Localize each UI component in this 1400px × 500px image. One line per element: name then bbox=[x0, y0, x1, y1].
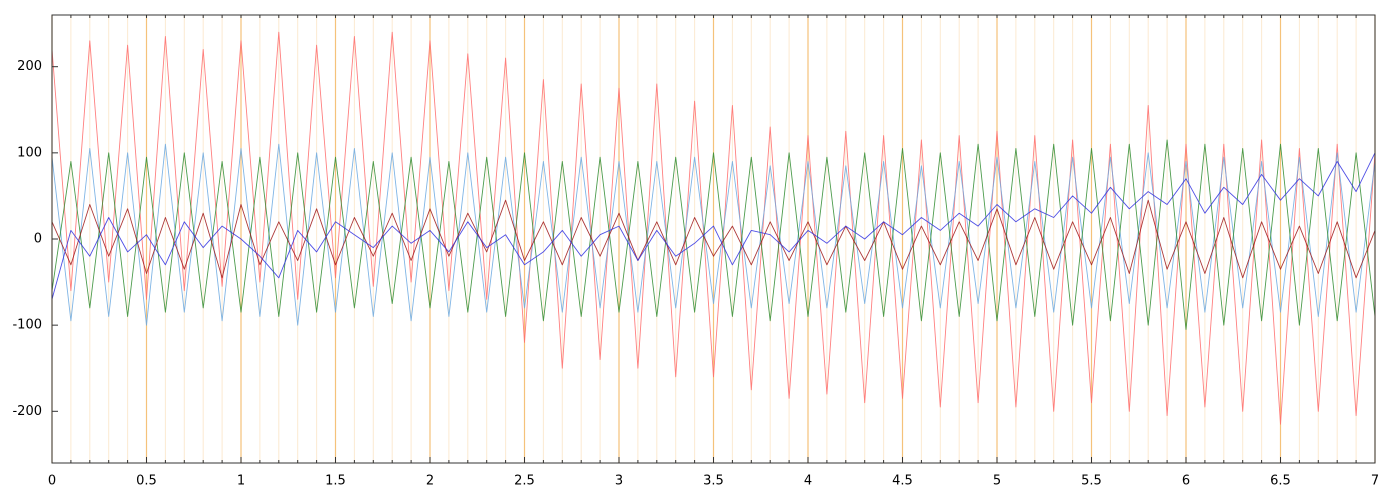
x-tick-label: 2 bbox=[426, 474, 434, 489]
x-tick-label: 2.5 bbox=[514, 474, 535, 489]
series-line bbox=[51, 143, 1376, 326]
x-tick-label: 4 bbox=[804, 474, 812, 489]
plot-lines bbox=[51, 31, 1376, 425]
x-tick-label: 0 bbox=[48, 474, 56, 489]
y-tick-label: -200 bbox=[12, 404, 42, 419]
x-tick-label: 0.5 bbox=[136, 474, 157, 489]
x-tick-label: 1 bbox=[237, 474, 245, 489]
x-tick-label: 3 bbox=[615, 474, 623, 489]
x-tick-label: 5 bbox=[993, 474, 1001, 489]
y-tick-label: -100 bbox=[12, 318, 42, 333]
x-tick-label: 7 bbox=[1371, 474, 1379, 489]
y-tick-label: 200 bbox=[17, 59, 42, 74]
x-tick-label: 4.5 bbox=[892, 474, 913, 489]
x-tick-label: 6.5 bbox=[1270, 474, 1291, 489]
plot-frame bbox=[51, 14, 1376, 464]
x-tick-label: 5.5 bbox=[1081, 474, 1102, 489]
series-line bbox=[51, 199, 1376, 279]
x-tick-label: 6 bbox=[1182, 474, 1190, 489]
y-tick-label: 0 bbox=[34, 232, 42, 247]
x-tick-label: 3.5 bbox=[703, 474, 724, 489]
series-line bbox=[51, 139, 1376, 330]
x-tick-label: 1.5 bbox=[325, 474, 346, 489]
series-line bbox=[51, 152, 1376, 300]
y-tick-label: 100 bbox=[17, 145, 42, 160]
series-line bbox=[51, 31, 1376, 425]
axes: 0 0.5 1 1.5 2 2.5 3 3.5 4 4.5 5 5.5 6 6.5 7 -200 -100 0 10… bbox=[12, 14, 1379, 489]
